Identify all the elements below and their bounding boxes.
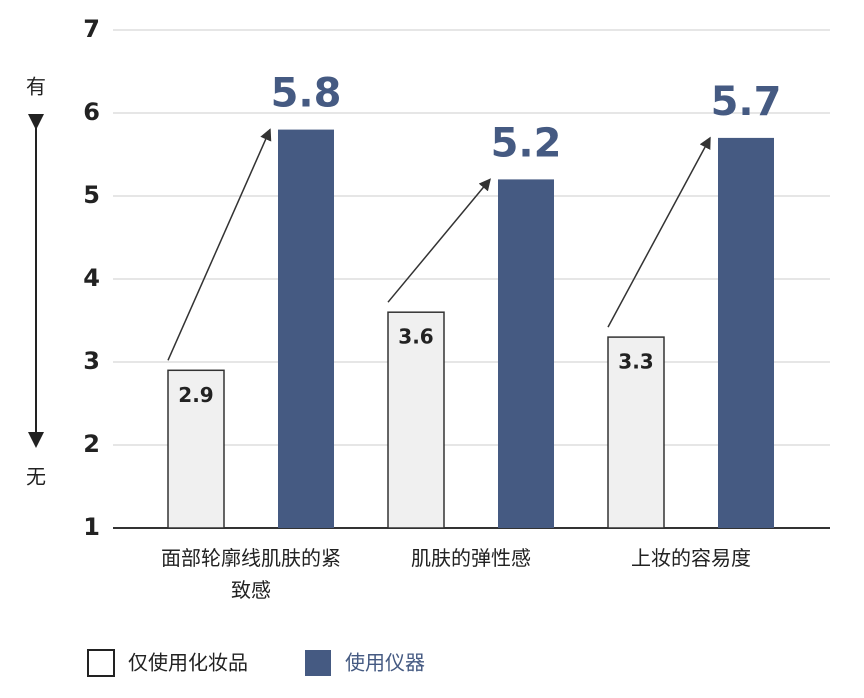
value-label: 3.3	[618, 350, 653, 374]
bar	[607, 336, 665, 529]
value-label: 3.6	[398, 325, 433, 349]
bar	[498, 179, 554, 528]
top-annotation: 有	[26, 75, 46, 99]
y-tick-label: 2	[83, 430, 100, 458]
trend-arrow	[167, 128, 272, 361]
value-label: 5.7	[711, 79, 782, 125]
x-tick-label: 面部轮廓线肌肤的紧致感	[161, 546, 341, 602]
y-tick-label: 6	[83, 98, 100, 126]
y-tick-label: 7	[83, 15, 100, 43]
legend-swatch	[87, 649, 115, 677]
x-tick-label: 肌肤的弹性感	[411, 546, 531, 570]
legend-label: 使用仪器	[345, 651, 425, 675]
trend-arrow	[387, 178, 491, 303]
bar	[387, 311, 445, 529]
bar	[167, 369, 225, 529]
bar	[278, 129, 334, 528]
y-tick-label: 1	[83, 513, 100, 541]
bar	[718, 137, 774, 528]
legend-swatch	[305, 650, 331, 676]
bottom-annotation: 无	[26, 465, 46, 489]
value-label: 5.2	[491, 120, 562, 166]
y-tick-label: 5	[83, 181, 100, 209]
y-tick-label: 4	[83, 264, 100, 292]
trend-arrow	[607, 136, 711, 328]
value-label: 5.8	[271, 71, 342, 117]
y-tick-label: 3	[83, 347, 100, 375]
value-label: 2.9	[178, 383, 213, 407]
x-tick-label: 上妆的容易度	[631, 546, 751, 570]
legend-label: 仅使用化妆品	[128, 651, 248, 675]
